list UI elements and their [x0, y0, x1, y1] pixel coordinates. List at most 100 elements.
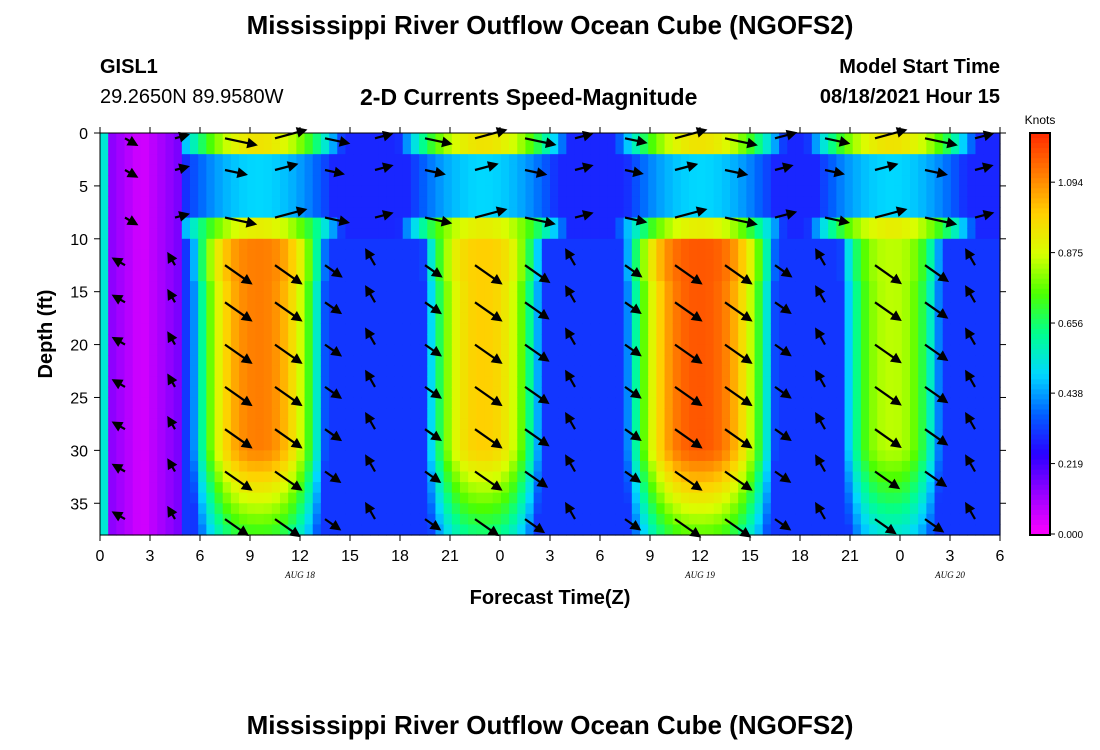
heatmap-cell [590, 175, 600, 187]
heatmap-cell [566, 397, 576, 409]
colorbar-title: Knots [1025, 113, 1056, 127]
heatmap-cell [116, 133, 126, 145]
x-tick-label: 0 [896, 548, 905, 565]
heatmap-cell [353, 217, 363, 229]
x-tick-label: 15 [741, 548, 759, 565]
heatmap-cell [435, 291, 445, 303]
colorbar-cell [1030, 524, 1050, 531]
heatmap-cell [901, 492, 911, 504]
heatmap-cell [140, 259, 150, 272]
vector-arrowhead [740, 437, 753, 449]
heatmap-cell [198, 323, 207, 335]
heatmap-cell [124, 196, 134, 208]
heatmap-cell [574, 429, 584, 441]
heatmap-cell [402, 312, 412, 325]
heatmap-cell [247, 386, 257, 399]
heatmap-cell [738, 185, 747, 198]
heatmap-cell [983, 450, 993, 462]
heatmap-cell [869, 291, 878, 303]
heatmap-cell [451, 281, 461, 293]
heatmap-cell [754, 185, 764, 198]
heatmap-cell [255, 281, 265, 293]
heatmap-cell [288, 249, 297, 261]
heatmap-cell [451, 439, 461, 451]
heatmap-cell [762, 429, 772, 441]
heatmap-cell [811, 482, 821, 494]
heatmap-cell [149, 397, 158, 409]
vector-arrowhead [240, 395, 253, 407]
heatmap-cell [500, 503, 510, 515]
heatmap-cell [337, 418, 347, 430]
heatmap-cell [680, 291, 690, 303]
heatmap-cell [525, 386, 535, 399]
heatmap-cell [599, 281, 608, 293]
heatmap-cell [918, 196, 927, 208]
heatmap-cell [214, 365, 224, 377]
heatmap-cell [255, 259, 265, 272]
heatmap-cell [926, 513, 936, 526]
heatmap-cell [770, 196, 780, 208]
heatmap-cell [132, 228, 142, 240]
heatmap-cell [427, 228, 437, 240]
colorbar-tick-label: 0.438 [1058, 389, 1083, 400]
heatmap-cell [607, 365, 617, 377]
heatmap-cell [140, 471, 150, 483]
heatmap-cell [754, 259, 764, 272]
heatmap-cell [476, 344, 486, 356]
heatmap-cell [435, 471, 445, 483]
heatmap-cell [991, 143, 1001, 155]
heatmap-cell [885, 228, 895, 240]
vector-arrowhead [746, 137, 758, 149]
heatmap-cell [492, 249, 502, 261]
heatmap-cell [918, 291, 927, 303]
heatmap-cell [157, 450, 167, 462]
heatmap-cell [280, 133, 289, 145]
heatmap-cell [304, 175, 314, 187]
heatmap-cell [509, 175, 518, 187]
heatmap-cell [738, 175, 747, 187]
heatmap-cell [206, 492, 216, 504]
heatmap-cell [222, 270, 232, 282]
colorbar-cell [1030, 268, 1050, 275]
heatmap-cell [730, 196, 739, 208]
heatmap-cell [509, 482, 518, 494]
heatmap-cell [959, 355, 968, 367]
heatmap-cell [230, 302, 240, 314]
heatmap-cell [697, 323, 707, 335]
heatmap-cell [484, 196, 494, 208]
heatmap-cell [828, 302, 837, 314]
heatmap-cell [877, 312, 887, 325]
heatmap-cell [468, 259, 477, 272]
heatmap-cell [754, 323, 764, 335]
heatmap-cell [222, 408, 232, 420]
heatmap-cell [869, 471, 878, 483]
heatmap-cell [852, 482, 862, 494]
heatmap-cell [443, 503, 453, 515]
colorbar-cell [1030, 424, 1050, 431]
vector-arrowhead [815, 454, 826, 467]
heatmap-cell [738, 492, 747, 504]
heatmap-cell [664, 154, 674, 166]
heatmap-cell [271, 270, 281, 282]
heatmap-cell [950, 302, 960, 314]
heatmap-cell [198, 418, 207, 430]
heatmap-cell [770, 471, 780, 483]
heatmap-cell [893, 196, 903, 208]
heatmap-cell [149, 154, 158, 166]
heatmap-cell [198, 133, 207, 145]
heatmap-cell [762, 217, 772, 229]
heatmap-cell [762, 408, 772, 420]
heatmap-cell [492, 281, 502, 293]
heatmap-cell [697, 439, 707, 451]
heatmap-cell [361, 355, 371, 367]
heatmap-cell [983, 164, 993, 176]
heatmap-cell [378, 418, 387, 430]
heatmap-cell [607, 281, 617, 293]
colorbar-cell [1030, 479, 1050, 486]
vector-arrowhead [237, 525, 250, 536]
heatmap-cell [468, 217, 477, 229]
heatmap-cell [533, 408, 543, 420]
heatmap-cell [312, 429, 322, 441]
heatmap-cell [631, 323, 641, 335]
heatmap-cell [353, 344, 363, 356]
